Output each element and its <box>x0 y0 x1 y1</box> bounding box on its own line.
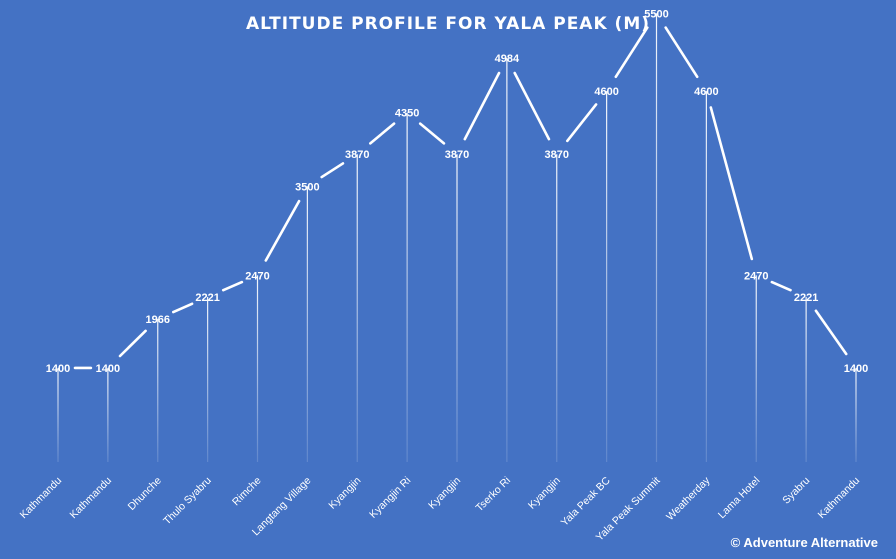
series-segment <box>614 26 649 79</box>
drop-line <box>805 296 807 462</box>
x-tick-label: Yala Peak BC <box>559 474 613 528</box>
series-segment <box>513 71 551 141</box>
x-tick-label: Tserko Ri <box>474 475 513 514</box>
x-tick-label: Kathmandu <box>816 475 863 522</box>
x-tick-label: Thulo Syabru <box>161 475 214 528</box>
data-label: 3870 <box>345 149 369 161</box>
data-label: 1966 <box>146 314 170 326</box>
x-tick-label: Dhunche <box>126 475 164 513</box>
series-segment <box>565 103 598 143</box>
data-label: 4600 <box>594 86 618 98</box>
credit-text: © Adventure Alternative <box>731 535 878 550</box>
x-tick-label: Kyangjin <box>426 475 463 512</box>
drop-line <box>256 275 259 462</box>
drop-line <box>157 318 159 462</box>
drop-line <box>207 296 209 462</box>
drop-line <box>107 367 109 462</box>
x-tick-label: Kathmandu <box>18 475 65 522</box>
data-label: 1400 <box>96 363 120 375</box>
data-label: 4984 <box>495 53 520 65</box>
data-label: 3870 <box>445 149 469 161</box>
data-label: 1400 <box>46 363 70 375</box>
drop-line <box>506 57 508 462</box>
data-label: 2470 <box>245 270 269 282</box>
x-tick-label: Kyangjin Ri <box>367 475 413 521</box>
series-segment <box>264 199 301 262</box>
series-segment <box>814 309 848 356</box>
data-label: 2221 <box>794 292 818 304</box>
series-segment <box>463 71 501 141</box>
drop-line <box>456 154 458 462</box>
x-tick-label: Kyangjin <box>526 475 563 512</box>
x-tick-label: Syabru <box>780 475 812 507</box>
series-segment <box>770 280 792 292</box>
drop-line <box>306 186 308 462</box>
x-tick-label: Kathmandu <box>68 475 115 522</box>
drop-line <box>57 367 59 462</box>
data-label: 1400 <box>844 363 868 375</box>
series-segment <box>418 122 446 145</box>
drop-line <box>755 275 757 462</box>
series-segment <box>369 122 396 145</box>
data-label: 3500 <box>295 181 319 193</box>
chart-title: ALTITUDE PROFILE FOR YALA PEAK (M) <box>246 14 650 34</box>
drop-line <box>705 91 707 462</box>
drop-line <box>855 367 857 462</box>
data-label: 2221 <box>195 292 219 304</box>
x-tick-label: Lama Hotel <box>716 475 762 521</box>
series-segment <box>320 162 345 179</box>
data-label: 4600 <box>694 86 718 98</box>
drop-line <box>356 154 358 462</box>
data-label: 2470 <box>744 270 768 282</box>
drop-line <box>606 91 608 462</box>
x-tick-label: Rimche <box>230 475 264 509</box>
data-label: 3870 <box>545 149 569 161</box>
x-tick-label: Weatherday <box>664 474 713 523</box>
drop-lines <box>57 13 857 462</box>
data-label: 5500 <box>644 8 668 20</box>
drop-line <box>556 154 558 462</box>
drop-line <box>406 112 408 462</box>
x-tick-label: Kyangjin <box>326 475 363 512</box>
drop-line <box>655 13 658 462</box>
series-segment <box>709 106 754 261</box>
data-label: 4350 <box>395 108 419 120</box>
series-line-group <box>73 26 848 370</box>
series-segment <box>171 302 194 314</box>
data-labels: 1400 1400 1966 2221 2470 3500 3870 4350 3870 4984… <box>46 8 868 375</box>
series-segment <box>221 280 244 292</box>
series-segment <box>118 329 147 358</box>
series-segment <box>664 26 699 79</box>
